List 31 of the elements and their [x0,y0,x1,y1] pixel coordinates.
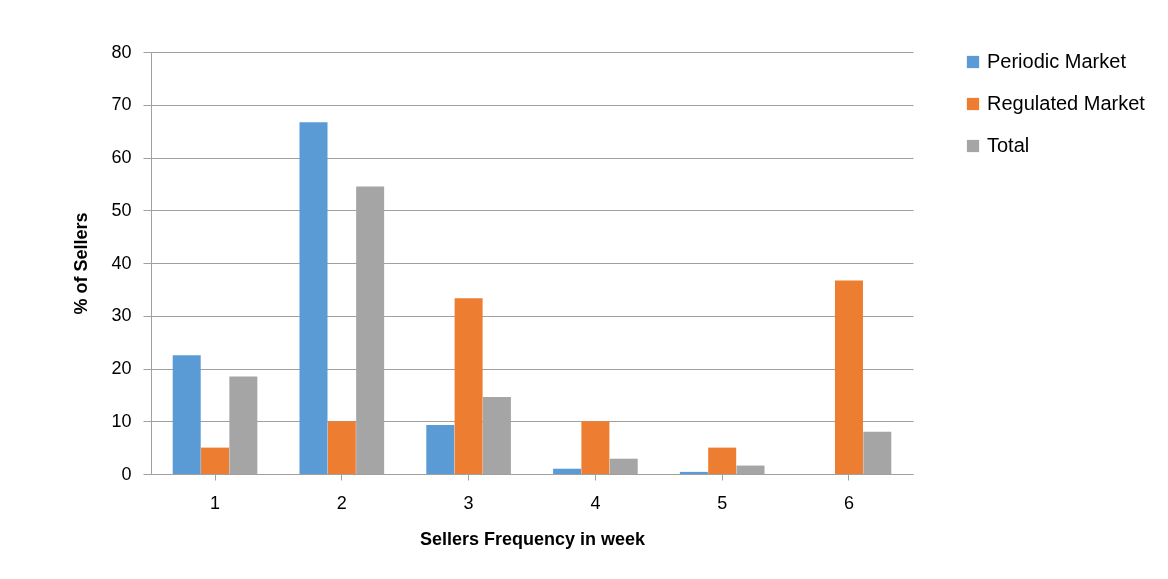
x-tick-label: 1 [210,492,221,513]
bar [299,122,328,474]
bar [679,471,708,474]
bar [454,298,483,474]
y-tick-label: 20 [111,358,132,378]
y-tick-label: 30 [111,305,132,326]
y-tick-label: 50 [111,199,132,220]
bar [172,355,201,474]
x-tick-label: 6 [843,492,854,513]
legend-label: Regulated Market [987,92,1146,114]
bar [201,447,230,474]
x-tick-label: 2 [336,492,347,513]
bar [553,468,582,474]
bar [426,424,455,474]
y-tick-label: 0 [121,463,132,484]
x-tick-label: 5 [717,492,728,513]
y-tick-label: 70 [111,94,132,115]
y-tick-label: 60 [111,147,132,167]
bar [581,421,610,474]
y-axis-title: % of Sellers [71,212,92,315]
y-tick-label: 40 [111,252,132,273]
x-tick-label: 3 [463,492,474,513]
x-tick-label: 4 [590,492,601,513]
legend-label: Periodic Market [987,50,1127,72]
y-tick-label: 10 [111,410,132,431]
x-axis-title: Sellers Frequency in week [419,528,647,549]
bar [708,447,737,474]
bar [834,280,863,474]
legend-label: Total [987,134,1030,156]
y-tick-label: 80 [111,41,132,62]
bar [327,421,356,474]
